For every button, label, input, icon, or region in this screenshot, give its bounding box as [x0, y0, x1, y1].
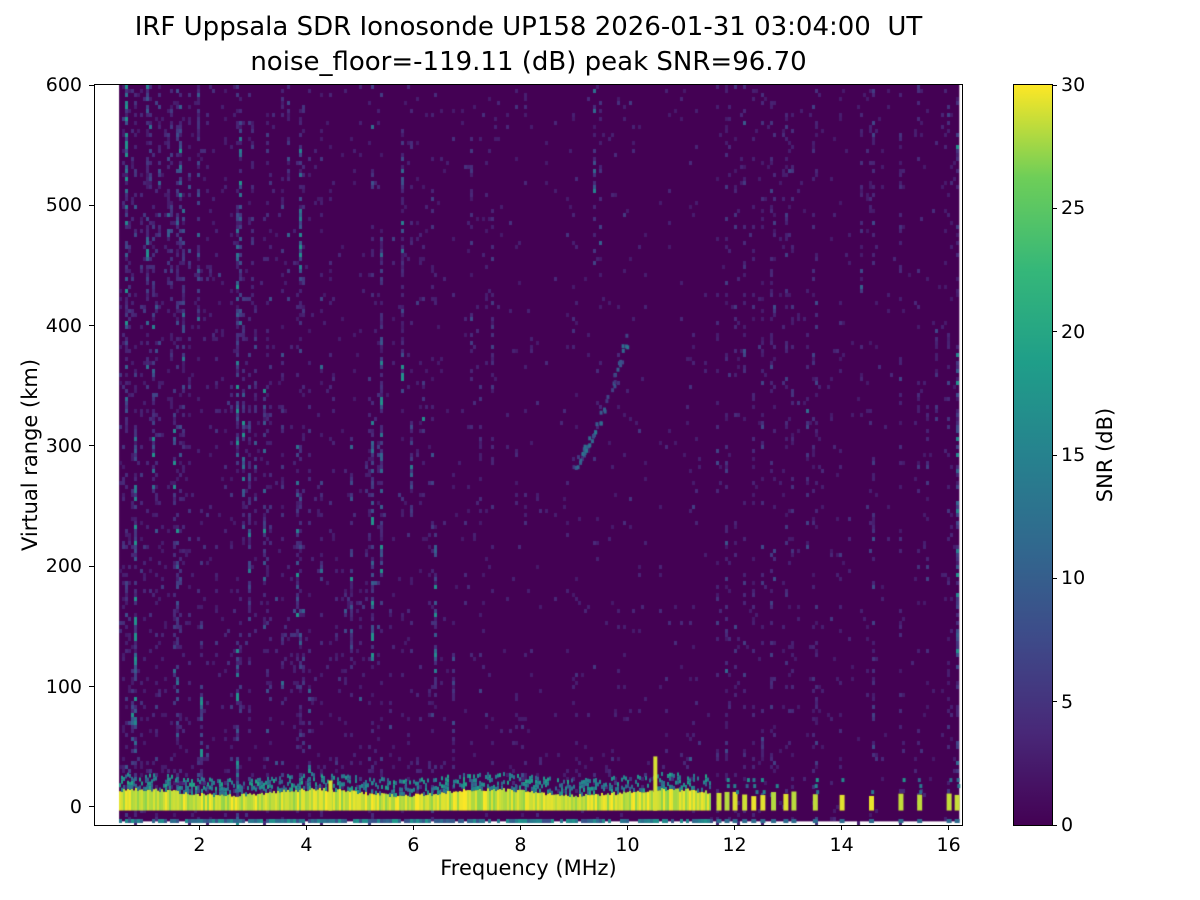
x-tick-label: 2 — [193, 834, 206, 856]
y-tick-mark — [89, 204, 94, 206]
x-tick-label: 4 — [300, 834, 313, 856]
x-tick-mark — [198, 825, 200, 830]
x-tick-label: 10 — [615, 834, 640, 856]
colorbar-tick-mark — [1052, 331, 1057, 333]
chart-subtitle: noise_floor=-119.11 (dB) peak SNR=96.70 — [250, 47, 807, 77]
colorbar-tick-label: 30 — [1061, 74, 1086, 96]
x-axis-label: Frequency (MHz) — [440, 856, 617, 880]
y-tick-label: 500 — [45, 194, 82, 217]
x-tick-mark — [627, 825, 628, 830]
x-tick-label: 16 — [936, 834, 961, 856]
x-tick-mark — [948, 825, 950, 830]
y-tick-label: 400 — [45, 314, 82, 337]
x-tick-label: 12 — [722, 834, 747, 856]
colorbar-tick-mark — [1052, 207, 1057, 209]
y-tick-mark — [89, 686, 94, 688]
chart-title: IRF Uppsala SDR Ionosonde UP158 2026-01-… — [134, 12, 923, 42]
x-tick-mark — [734, 825, 736, 830]
y-tick-label: 200 — [45, 555, 82, 578]
x-tick-mark — [841, 825, 843, 830]
colorbar-gradient — [1014, 85, 1052, 825]
x-tick-mark — [412, 825, 414, 830]
x-tick-mark — [305, 825, 307, 830]
x-tick-label: 14 — [829, 834, 854, 856]
colorbar-tick-mark — [1052, 84, 1057, 86]
colorbar — [1013, 84, 1053, 826]
colorbar-tick-label: 15 — [1061, 444, 1086, 466]
colorbar-tick-mark — [1052, 701, 1057, 703]
x-tick-label: 6 — [407, 834, 420, 856]
y-tick-label: 0 — [69, 795, 82, 818]
y-tick-mark — [89, 325, 94, 327]
y-tick-label: 100 — [45, 675, 82, 698]
colorbar-tick-label: 20 — [1061, 320, 1086, 343]
colorbar-tick-label: 0 — [1061, 814, 1074, 836]
y-tick-mark — [89, 806, 94, 808]
y-tick-mark — [89, 445, 94, 447]
colorbar-tick-label: 5 — [1061, 690, 1074, 713]
plot-area — [94, 84, 963, 826]
y-tick-mark — [89, 84, 94, 86]
colorbar-tick-mark — [1052, 577, 1057, 579]
x-tick-label: 8 — [514, 834, 527, 856]
colorbar-tick-mark — [1052, 824, 1057, 826]
colorbar-tick-mark — [1052, 454, 1057, 456]
colorbar-tick-label: 10 — [1061, 567, 1086, 590]
ionogram-heatmap — [95, 85, 962, 825]
y-tick-mark — [89, 565, 94, 567]
y-tick-label: 300 — [45, 434, 82, 457]
x-tick-mark — [519, 825, 521, 830]
y-tick-label: 600 — [45, 74, 82, 96]
colorbar-tick-label: 25 — [1061, 197, 1086, 220]
